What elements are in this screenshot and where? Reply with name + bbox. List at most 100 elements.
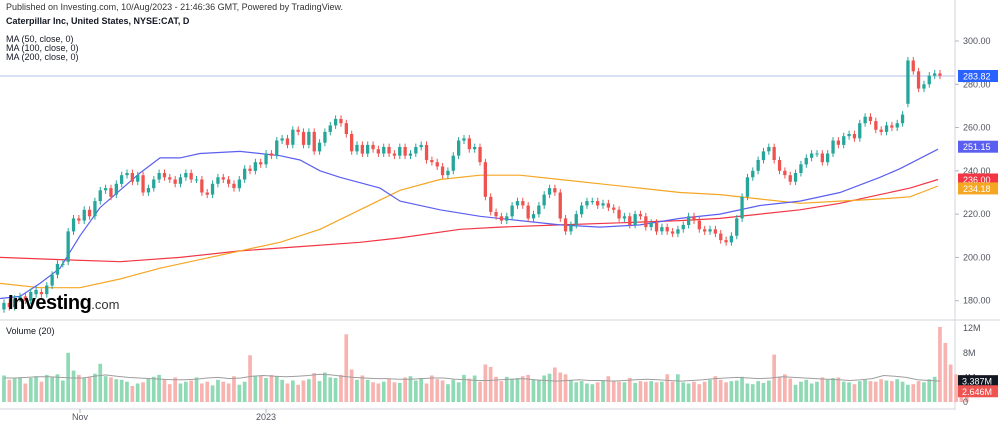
- candle-body: [205, 192, 209, 195]
- candle-body: [7, 302, 11, 308]
- candle-body: [804, 157, 808, 165]
- volume-bar: [12, 378, 17, 402]
- candle-body: [703, 229, 707, 232]
- volume-bar: [900, 381, 905, 402]
- volume-bar: [601, 380, 605, 402]
- candle-body: [178, 177, 183, 184]
- candle-body: [339, 118, 343, 124]
- candle-body: [403, 147, 407, 156]
- candle-body: [376, 149, 380, 154]
- candle-body: [526, 205, 530, 219]
- candle-body: [676, 229, 680, 234]
- candle-body: [558, 192, 562, 219]
- volume-bar: [2, 375, 6, 402]
- volume-bar: [927, 379, 932, 402]
- candle-body: [387, 147, 391, 154]
- candle-body: [826, 153, 830, 163]
- candle-body: [665, 227, 669, 232]
- last-price-badge: [958, 70, 998, 83]
- volume-bar: [146, 378, 151, 402]
- ma200-value-label: 236.00: [963, 175, 991, 185]
- volume-bar: [205, 381, 210, 402]
- candle-body: [938, 73, 942, 76]
- candle-body: [895, 123, 899, 128]
- volume-bar: [740, 376, 744, 402]
- volume-bar: [376, 383, 381, 402]
- volume-bar: [579, 381, 584, 402]
- volume-bar: [804, 379, 809, 402]
- volume-bar: [943, 342, 948, 402]
- candle-body: [810, 153, 814, 158]
- volume-bar: [633, 382, 637, 402]
- candle-body: [227, 179, 231, 184]
- volume-bar: [638, 381, 643, 402]
- volume-bar: [87, 377, 92, 402]
- volume-bar: [451, 379, 456, 402]
- candle-body: [670, 231, 675, 234]
- volume-bar: [462, 374, 466, 402]
- volume-bar: [50, 377, 54, 402]
- candle-body: [596, 201, 600, 206]
- volume-bar: [355, 379, 359, 402]
- volume-bar: [125, 381, 129, 402]
- volume-bar: [879, 379, 883, 402]
- ma100-value-badge: [958, 182, 998, 195]
- candle-body: [109, 188, 113, 197]
- candle-body: [66, 231, 70, 262]
- candle-body: [649, 222, 653, 228]
- candle-body: [200, 179, 204, 193]
- candle-body: [660, 227, 664, 232]
- candle-body: [783, 170, 787, 176]
- volume-bar: [884, 380, 889, 402]
- volume-bar: [189, 380, 193, 402]
- volume-bar: [547, 373, 552, 402]
- volume-tick-label: 8M: [963, 348, 976, 358]
- candle-body: [141, 175, 145, 193]
- candle-body: [467, 138, 471, 150]
- volume-bar: [414, 380, 418, 402]
- candle-body: [355, 144, 359, 152]
- volume-bar: [520, 376, 525, 402]
- volume-bar: [948, 364, 953, 402]
- candle-body: [900, 114, 905, 124]
- candle-body: [435, 162, 439, 167]
- volume-bar: [216, 379, 220, 402]
- candle-body: [382, 147, 386, 154]
- volume-bar: [718, 379, 723, 402]
- candle-body: [772, 147, 776, 160]
- ma100-value-label: 234.18: [963, 184, 991, 194]
- candle-body: [793, 173, 798, 182]
- volume-bar: [135, 383, 140, 402]
- candle-body: [184, 173, 188, 178]
- candle-body: [863, 116, 867, 124]
- volume-bar: [729, 381, 734, 402]
- volume-bar: [724, 382, 728, 402]
- volume-bar: [435, 379, 440, 402]
- volume-bar: [317, 381, 322, 402]
- volume-bar: [44, 374, 49, 402]
- volume-bar: [649, 381, 653, 402]
- candle-body: [419, 144, 423, 148]
- candle-body: [275, 140, 279, 156]
- candle-body: [82, 209, 86, 221]
- volume-bar: [750, 384, 755, 402]
- ma50-value-label: 251.15: [963, 142, 991, 152]
- candle-body: [371, 144, 375, 150]
- candle-body: [831, 140, 835, 154]
- volume-bar: [510, 378, 514, 402]
- candle-body: [334, 118, 338, 126]
- volume-bar: [825, 379, 830, 402]
- candle-body: [157, 173, 161, 180]
- candle-body: [259, 162, 263, 165]
- volume-bar: [221, 381, 226, 402]
- volume-bar: [569, 379, 573, 402]
- volume-bar: [676, 374, 680, 402]
- volume-bar: [178, 383, 183, 402]
- volume-bar: [167, 384, 172, 402]
- volume-tick-label: 12M: [963, 323, 981, 333]
- candle-body: [323, 131, 327, 143]
- candle-body: [890, 125, 894, 128]
- ma50-value-badge: [958, 140, 998, 153]
- candle-body: [874, 121, 878, 130]
